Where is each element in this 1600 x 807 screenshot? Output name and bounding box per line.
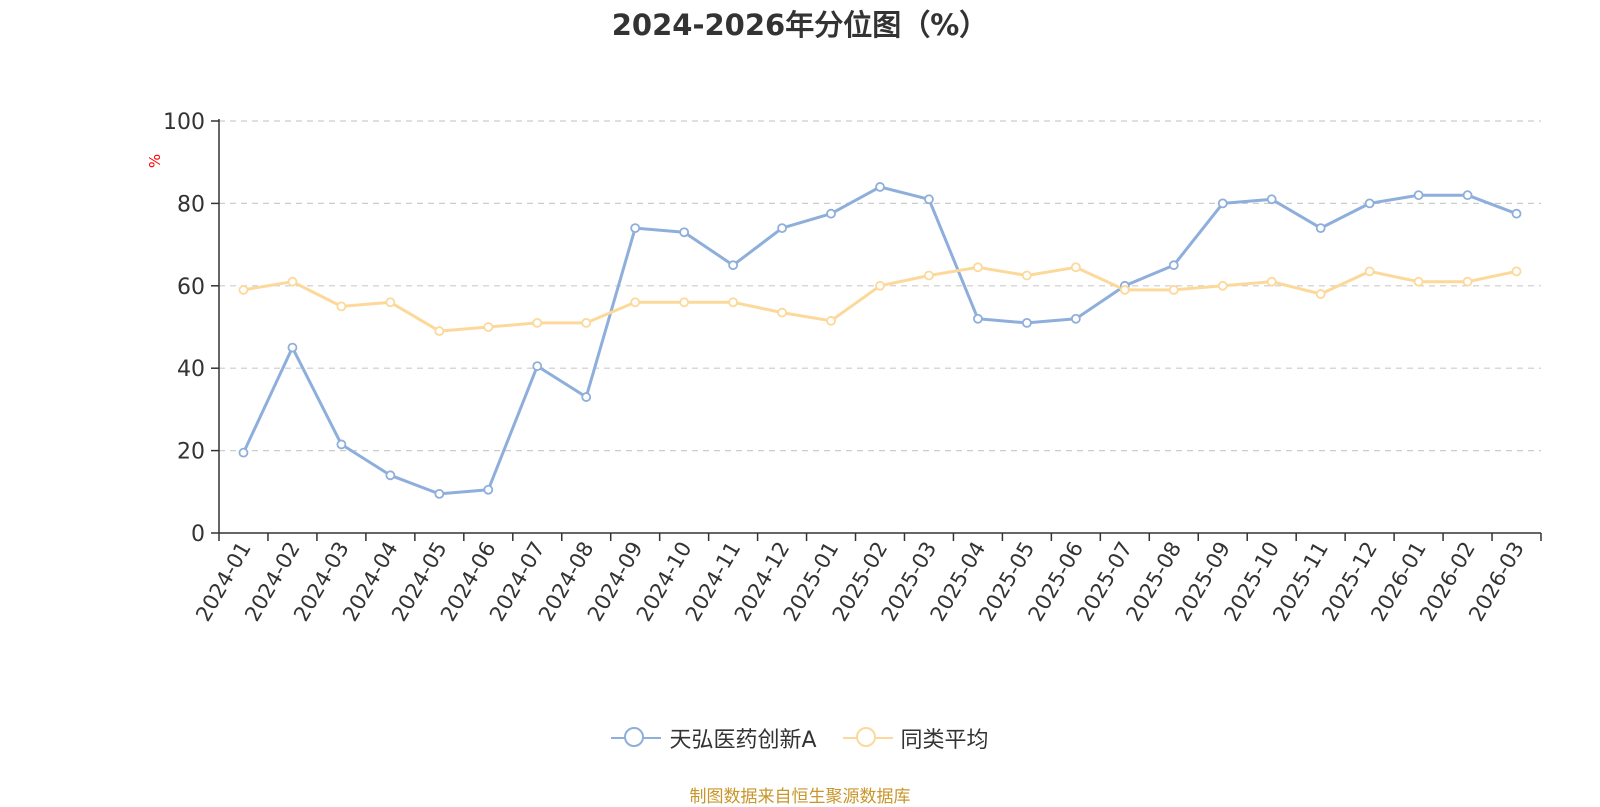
data-point-series-1[interactable] <box>728 260 739 271</box>
data-point-series-1[interactable] <box>1462 190 1473 201</box>
data-point-series-1[interactable] <box>385 470 396 481</box>
legend-marker-series-1-icon <box>611 726 662 750</box>
data-point-series-2[interactable] <box>532 317 543 328</box>
data-point-series-2[interactable] <box>581 317 592 328</box>
y-tick-label: 20 <box>177 440 205 465</box>
legend: 天弘医药创新A 同类平均 <box>0 722 1600 754</box>
data-point-series-2[interactable] <box>728 297 739 308</box>
data-point-series-2[interactable] <box>336 301 347 312</box>
data-point-series-2[interactable] <box>777 307 787 318</box>
y-tick-label: 40 <box>177 357 205 382</box>
source-note: 制图数据来自恒生聚源数据库 <box>689 787 911 807</box>
data-point-series-1[interactable] <box>581 392 592 402</box>
series-lines <box>238 182 1522 499</box>
legend-item-series-1[interactable]: 天弘医药创新A <box>611 722 817 754</box>
data-point-series-2[interactable] <box>630 297 641 308</box>
data-point-series-1[interactable] <box>532 361 543 372</box>
data-point-series-2[interactable] <box>1266 276 1277 287</box>
data-point-series-2[interactable] <box>1070 262 1081 273</box>
data-point-series-2[interactable] <box>483 322 494 332</box>
data-point-series-1[interactable] <box>1364 198 1375 209</box>
y-tick-label: 0 <box>191 522 205 547</box>
legend-item-series-2[interactable]: 同类平均 <box>842 722 989 754</box>
data-point-series-1[interactable] <box>1511 208 1522 219</box>
data-point-series-2[interactable] <box>1021 270 1032 281</box>
data-point-series-1[interactable] <box>826 208 836 219</box>
legend-marker-series-2-icon <box>842 726 893 750</box>
data-point-series-2[interactable] <box>875 280 885 291</box>
data-point-series-1[interactable] <box>336 439 347 450</box>
data-point-series-1[interactable] <box>434 488 445 499</box>
data-point-series-2[interactable] <box>924 270 934 281</box>
series-line-2 <box>243 265 1517 333</box>
y-axis-label: % <box>146 154 164 168</box>
data-point-series-1[interactable] <box>875 182 885 192</box>
y-tick-label: 80 <box>177 192 205 217</box>
data-point-series-2[interactable] <box>434 326 445 337</box>
data-point-series-2[interactable] <box>679 297 690 308</box>
series-line-1 <box>242 185 1518 496</box>
data-point-series-1[interactable] <box>1315 223 1326 234</box>
chart-title: 2024-2026年分位图（%） <box>611 8 989 42</box>
data-point-series-2[interactable] <box>1511 266 1522 277</box>
data-point-series-2[interactable] <box>826 315 836 326</box>
data-point-series-2[interactable] <box>1413 276 1424 287</box>
data-point-series-2[interactable] <box>973 262 983 273</box>
data-point-series-2[interactable] <box>1119 285 1130 295</box>
data-point-series-2[interactable] <box>287 276 298 287</box>
data-point-series-1[interactable] <box>1168 260 1179 271</box>
data-point-series-1[interactable] <box>679 227 690 238</box>
data-point-series-2[interactable] <box>1217 280 1228 291</box>
data-point-series-2[interactable] <box>1315 289 1326 299</box>
data-point-series-2[interactable] <box>1168 285 1179 295</box>
data-point-series-1[interactable] <box>287 342 298 353</box>
data-point-series-1[interactable] <box>1070 313 1081 324</box>
data-point-series-1[interactable] <box>238 447 249 458</box>
data-point-series-1[interactable] <box>630 223 641 234</box>
data-point-series-1[interactable] <box>1021 317 1032 328</box>
data-point-series-2[interactable] <box>385 297 396 308</box>
legend-label-series-1: 天弘医药创新A <box>669 728 817 753</box>
data-point-series-1[interactable] <box>1413 190 1424 201</box>
data-point-series-1[interactable] <box>483 484 494 495</box>
data-point-series-2[interactable] <box>1364 266 1375 277</box>
legend-label-series-2: 同类平均 <box>900 728 989 753</box>
data-point-series-1[interactable] <box>1266 194 1277 205</box>
data-point-series-2[interactable] <box>238 285 249 295</box>
data-point-series-1[interactable] <box>924 194 934 205</box>
y-tick-label: 60 <box>177 275 205 300</box>
data-point-series-2[interactable] <box>1462 276 1473 287</box>
data-point-series-1[interactable] <box>1217 198 1228 209</box>
data-point-series-1[interactable] <box>973 313 983 324</box>
y-tick-label: 100 <box>163 110 205 135</box>
data-point-series-1[interactable] <box>777 223 787 234</box>
